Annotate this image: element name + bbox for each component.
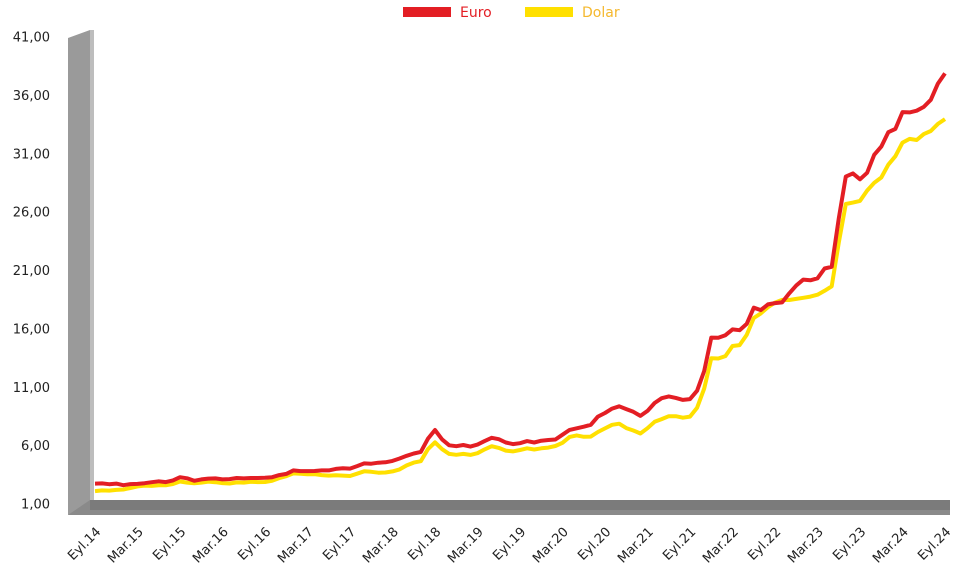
legend-label: Dolar	[582, 5, 620, 21]
x-tick-label: Eyl.22	[745, 525, 784, 564]
x-tick-label: Eyl.17	[320, 525, 359, 564]
y-tick-label: 11,00	[13, 381, 50, 396]
y-tick-label: 1,00	[21, 498, 50, 513]
axis-wall-edge	[90, 30, 94, 505]
y-tick-label: 36,00	[13, 89, 50, 104]
x-tick-label: Eyl.23	[830, 525, 869, 564]
x-tick-label: Eyl.15	[150, 525, 189, 564]
x-tick-label: Mar.24	[870, 525, 912, 567]
x-tick-label: Eyl.18	[405, 525, 444, 564]
y-tick-label: 31,00	[13, 147, 50, 162]
line-series	[94, 117, 947, 494]
x-tick-label: Eyl.14	[65, 525, 104, 564]
x-tick-label: Mar.15	[105, 525, 147, 567]
line-series	[94, 72, 947, 488]
y-tick-label: 6,00	[21, 439, 50, 454]
x-tick-label: Mar.20	[530, 525, 572, 567]
y-tick-label: 41,00	[13, 31, 50, 46]
x-tick-label: Mar.16	[190, 525, 232, 567]
x-tick-label: Eyl.24	[915, 525, 954, 564]
axis-floor-top	[90, 500, 950, 510]
y-tick-label: 16,00	[13, 322, 50, 337]
x-tick-label: Eyl.16	[235, 525, 274, 564]
y-tick-label: 26,00	[13, 206, 50, 221]
legend-swatch	[403, 7, 451, 17]
x-tick-label: Mar.18	[360, 525, 402, 567]
x-tick-label: Mar.19	[445, 525, 487, 567]
x-tick-label: Eyl.21	[660, 525, 699, 564]
y-tick-label: 21,00	[13, 264, 50, 279]
x-tick-label: Mar.21	[615, 525, 657, 567]
x-tick-label: Mar.17	[275, 525, 317, 567]
x-tick-label: Mar.23	[785, 525, 827, 567]
x-tick-label: Mar.22	[700, 525, 742, 567]
x-tick-label: Eyl.19	[490, 525, 529, 564]
legend-label: Euro	[460, 5, 492, 21]
x-tick-label: Eyl.20	[575, 525, 614, 564]
legend-swatch	[525, 7, 573, 17]
axis-wall	[68, 30, 90, 515]
